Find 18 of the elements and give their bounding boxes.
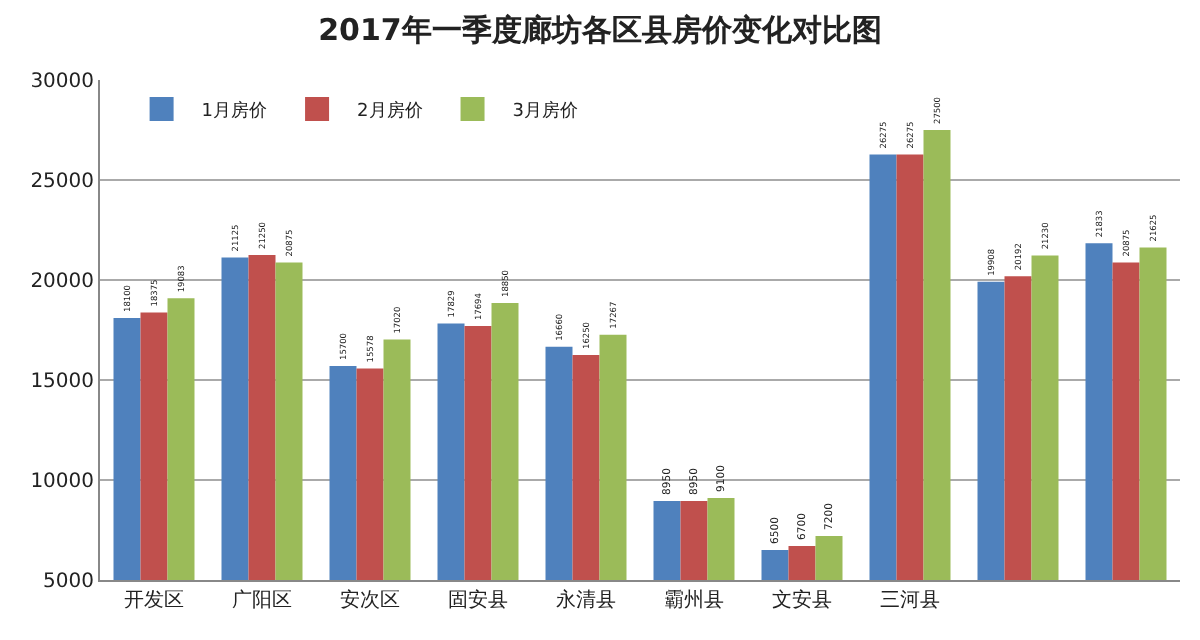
x-tick-label: 开发区 (124, 590, 184, 612)
x-tick-label: 永清县 (556, 588, 616, 612)
x-tick-label: 安次区 (340, 588, 400, 612)
x-tick-label: 文安县 (772, 588, 832, 612)
y-tick-label: 25000 (30, 171, 94, 193)
y-tick-label: 15000 (30, 371, 94, 393)
x-tick-label: 广阳区 (232, 588, 292, 612)
y-tick-label: 30000 (30, 71, 94, 93)
y-tick-label: 20000 (30, 271, 94, 293)
x-tick-label: 三河县 (880, 588, 940, 612)
y-tick-label: 10000 (30, 471, 94, 493)
chart-title: 2017年一季度廊坊各区县房价变化对比图 (318, 12, 882, 49)
y-tick-label: 5000 (43, 571, 94, 593)
legend-label: 1月房价 (201, 100, 268, 123)
x-tick-label: 霸州县 (664, 588, 724, 612)
legend-label: 2月房价 (357, 100, 423, 123)
x-tick-label: 固安县 (448, 588, 508, 612)
legend-label: 3月房价 (512, 100, 579, 123)
